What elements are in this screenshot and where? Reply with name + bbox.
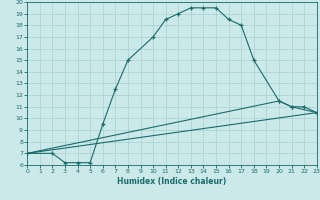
X-axis label: Humidex (Indice chaleur): Humidex (Indice chaleur) [117, 177, 227, 186]
